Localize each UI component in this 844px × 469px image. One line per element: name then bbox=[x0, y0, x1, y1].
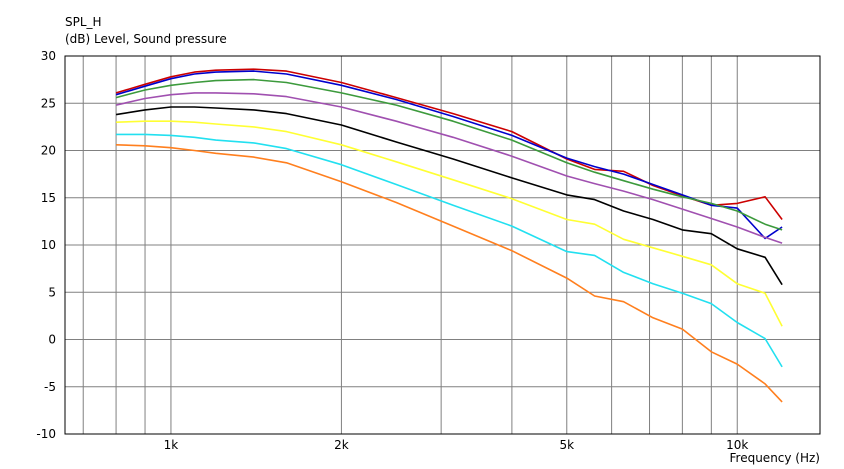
chart-subtitle: (dB) Level, Sound pressure bbox=[65, 32, 227, 46]
series-line-4 bbox=[115, 92, 783, 244]
y-tick-label: 30 bbox=[41, 49, 56, 63]
x-tick-label: 5k bbox=[559, 438, 574, 452]
x-tick-label: 10k bbox=[726, 438, 748, 452]
x-axis-label: Frequency (Hz) bbox=[730, 451, 821, 465]
series-line-6 bbox=[116, 120, 783, 327]
series-lines bbox=[115, 68, 783, 403]
x-axis-tick-labels: 1k 2k 5k 10k bbox=[164, 438, 749, 452]
y-axis-tick-labels: -10 -5 0 5 10 15 20 25 30 bbox=[36, 49, 56, 441]
y-tick-label: -10 bbox=[36, 427, 56, 441]
chart-title: SPL_H bbox=[65, 15, 102, 29]
series-line-3 bbox=[115, 78, 783, 231]
y-tick-label: 5 bbox=[48, 285, 56, 299]
series-line-7 bbox=[116, 133, 783, 368]
y-tick-label: 15 bbox=[41, 191, 56, 205]
series-line-5 bbox=[115, 106, 783, 286]
y-tick-label: 0 bbox=[48, 333, 56, 347]
y-tick-label: -5 bbox=[44, 380, 56, 394]
x-tick-label: 2k bbox=[334, 438, 349, 452]
plot-frame bbox=[64, 55, 821, 435]
y-tick-label: 10 bbox=[41, 238, 56, 252]
x-tick-label: 1k bbox=[164, 438, 179, 452]
y-tick-label: 20 bbox=[41, 144, 56, 158]
series-line-2 bbox=[115, 70, 783, 240]
series-line-8 bbox=[116, 144, 783, 403]
y-tick-label: 25 bbox=[41, 96, 56, 110]
